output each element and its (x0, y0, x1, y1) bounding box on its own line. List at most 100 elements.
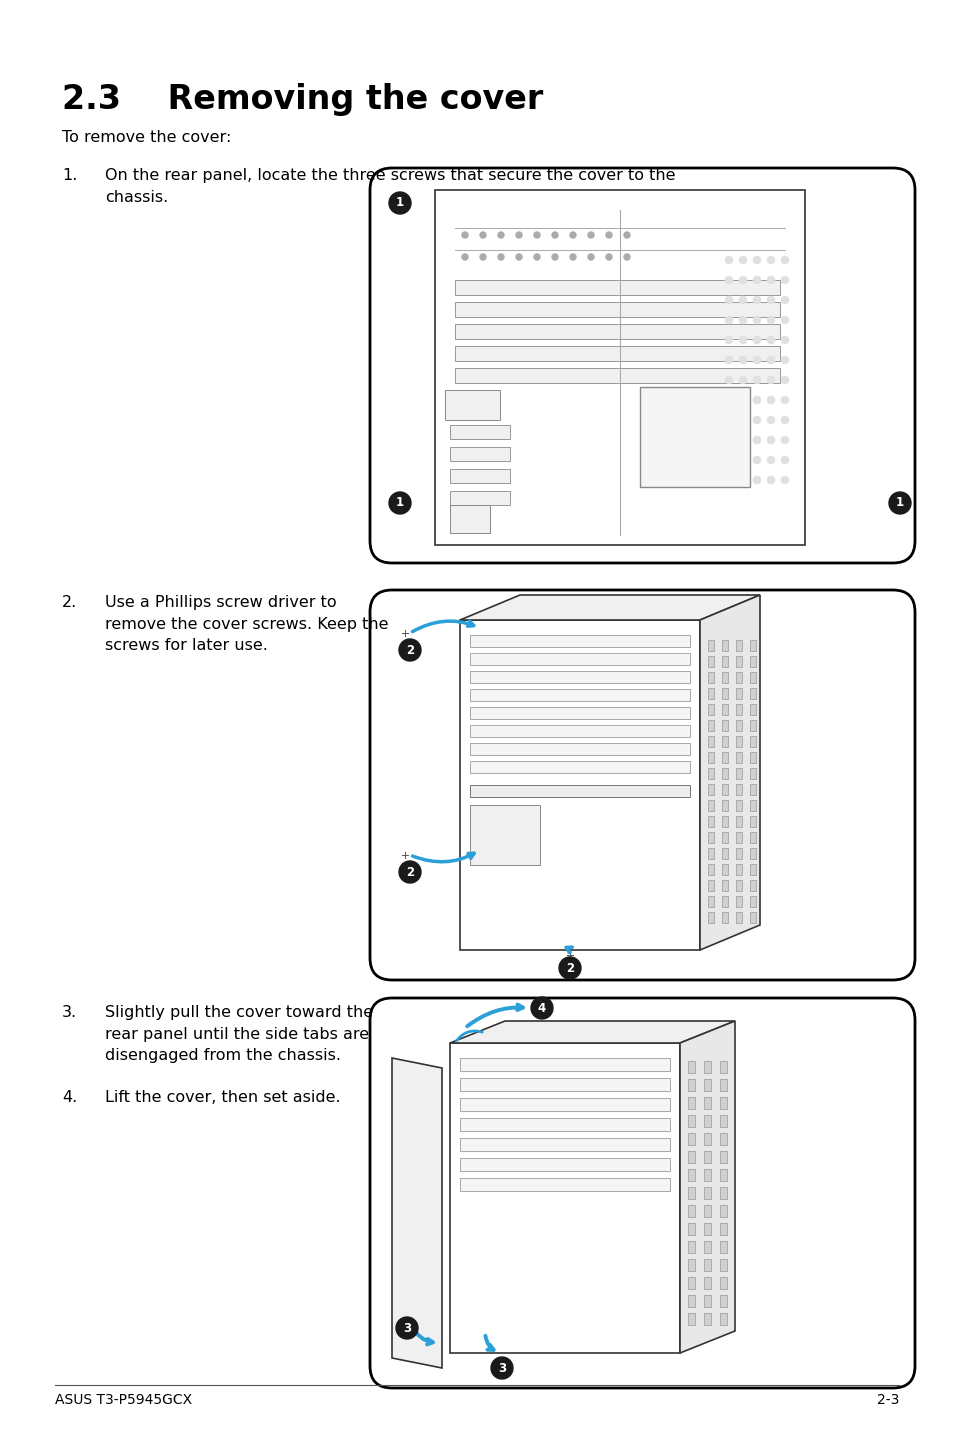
Bar (735, 752, 741, 764)
Circle shape (739, 395, 746, 404)
Bar (450, 505, 490, 533)
Bar (703, 1241, 710, 1252)
Bar (735, 833, 741, 843)
Bar (749, 640, 755, 651)
Bar (721, 784, 727, 795)
Bar (459, 1137, 669, 1150)
Bar (707, 896, 713, 907)
Bar (455, 324, 780, 339)
Bar (720, 1277, 726, 1288)
Bar (687, 1150, 695, 1163)
Bar (720, 1222, 726, 1235)
Text: 3: 3 (497, 1362, 505, 1375)
Bar (735, 784, 741, 795)
Text: 2.: 2. (62, 595, 77, 610)
Bar (470, 689, 689, 700)
Circle shape (781, 316, 788, 324)
Bar (703, 1169, 710, 1181)
Bar (703, 1150, 710, 1163)
Bar (707, 720, 713, 731)
Circle shape (739, 336, 746, 344)
Bar (707, 672, 713, 683)
Bar (721, 815, 727, 827)
FancyBboxPatch shape (370, 998, 914, 1388)
Circle shape (587, 255, 594, 260)
Circle shape (724, 296, 732, 303)
Bar (703, 1114, 710, 1127)
Bar (707, 705, 713, 715)
Bar (455, 368, 780, 383)
Bar (687, 1169, 695, 1181)
Bar (720, 1260, 726, 1271)
Bar (749, 656, 755, 667)
Bar (450, 469, 510, 483)
Bar (703, 1186, 710, 1199)
Bar (735, 656, 741, 667)
Circle shape (724, 395, 732, 404)
Circle shape (552, 255, 558, 260)
Circle shape (534, 232, 539, 239)
Bar (703, 1296, 710, 1307)
Circle shape (739, 357, 746, 364)
Bar (735, 864, 741, 874)
Text: 2: 2 (406, 866, 414, 879)
Circle shape (479, 255, 485, 260)
Circle shape (739, 476, 746, 485)
Bar (721, 768, 727, 779)
Bar (720, 1169, 726, 1181)
Text: 3.: 3. (62, 1005, 77, 1020)
Bar (707, 640, 713, 651)
Circle shape (752, 476, 760, 485)
Bar (687, 1114, 695, 1127)
Circle shape (531, 997, 553, 1020)
Text: 2: 2 (406, 643, 414, 657)
Bar (703, 1205, 710, 1217)
Bar (707, 880, 713, 892)
Bar (749, 800, 755, 811)
Bar (749, 880, 755, 892)
Circle shape (398, 861, 420, 883)
Circle shape (766, 375, 774, 384)
Bar (444, 390, 499, 420)
Circle shape (766, 476, 774, 485)
Bar (459, 1178, 669, 1191)
Bar (749, 768, 755, 779)
Bar (455, 347, 780, 361)
Circle shape (752, 336, 760, 344)
Bar (459, 1117, 669, 1132)
Circle shape (739, 416, 746, 424)
Bar (703, 1097, 710, 1109)
Polygon shape (459, 595, 760, 620)
Bar (749, 705, 755, 715)
Circle shape (389, 492, 411, 513)
Bar (459, 1099, 669, 1112)
Bar (703, 1222, 710, 1235)
Circle shape (398, 638, 420, 661)
Bar (459, 1078, 669, 1091)
Bar (470, 636, 689, 647)
Bar (720, 1078, 726, 1091)
Circle shape (552, 232, 558, 239)
Text: 4: 4 (537, 1001, 545, 1014)
Circle shape (724, 436, 732, 444)
Bar (735, 896, 741, 907)
Bar (687, 1260, 695, 1271)
Circle shape (752, 357, 760, 364)
Bar (435, 190, 804, 545)
Text: To remove the cover:: To remove the cover: (62, 131, 232, 145)
Circle shape (781, 336, 788, 344)
Circle shape (724, 476, 732, 485)
Bar (687, 1186, 695, 1199)
Bar (687, 1296, 695, 1307)
Bar (721, 896, 727, 907)
Bar (639, 387, 749, 487)
Bar (707, 656, 713, 667)
Circle shape (781, 375, 788, 384)
Bar (721, 864, 727, 874)
Circle shape (752, 375, 760, 384)
Circle shape (479, 232, 485, 239)
Bar (721, 672, 727, 683)
Bar (721, 848, 727, 858)
Text: 1.: 1. (62, 168, 77, 183)
Circle shape (497, 232, 503, 239)
